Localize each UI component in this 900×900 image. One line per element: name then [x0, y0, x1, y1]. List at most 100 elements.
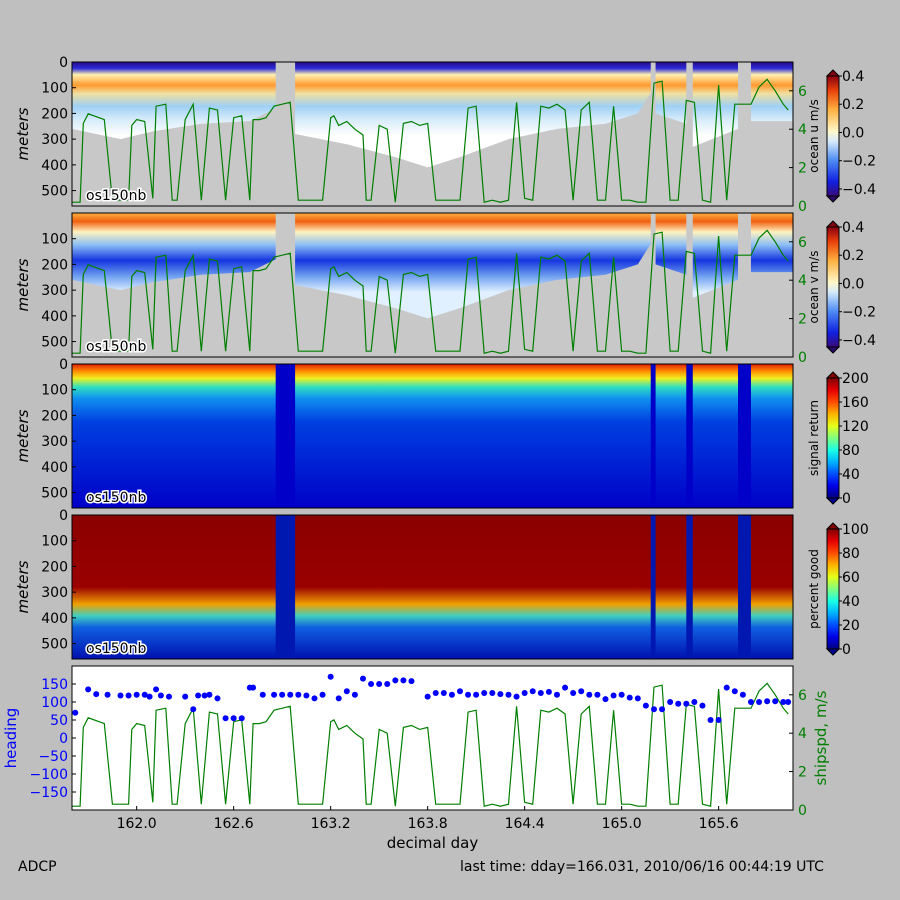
heading-point — [667, 699, 674, 705]
heading-point — [481, 690, 488, 696]
heading-point — [440, 690, 447, 696]
pg-colorbar-tick-label: 20 — [842, 618, 860, 634]
amp-colorbar-tick-label: 160 — [842, 395, 869, 411]
heading-point — [642, 702, 649, 709]
heading-point — [610, 692, 617, 699]
heading-point — [618, 691, 625, 698]
u-data-gap — [275, 62, 296, 206]
v-colorbar-tick-label: 0.4 — [842, 220, 864, 236]
pg-heatmap-field — [72, 515, 793, 659]
heading-point — [295, 691, 302, 698]
u-y-tick-label: 300 — [41, 132, 68, 148]
panel-nav: 150 100 50 0 −50 −100 −150 0 2 4 6 162.0 162.6 163.2 1… — [2, 665, 830, 852]
heading-point — [222, 715, 229, 722]
amp-y-tick-label: 0 — [59, 357, 68, 373]
u-colorbar-tick-label: 0.0 — [842, 125, 864, 141]
heading-point — [359, 675, 366, 682]
heading-point — [125, 692, 132, 699]
amp-data-gap — [275, 364, 296, 508]
heading-point — [259, 691, 266, 698]
v-colorbar-tick-label: 0.2 — [842, 248, 864, 264]
heading-point — [634, 695, 641, 702]
heading-point — [250, 684, 257, 691]
v-y-axis-label: meters — [14, 258, 32, 311]
v-y-tick-label: 500 — [41, 335, 68, 351]
heading-point — [195, 692, 202, 699]
heading-point — [157, 692, 164, 699]
heading-point — [182, 693, 189, 700]
u-data-gap — [650, 62, 656, 206]
amp-y-tick-label: 100 — [41, 383, 68, 399]
heading-point — [731, 688, 738, 695]
nav-x-tick-label: 163.8 — [408, 816, 448, 832]
u-data-gap — [738, 62, 751, 206]
v-colorbar-tick-label: 0.0 — [842, 276, 864, 292]
v-colorbar-top-extend — [825, 220, 841, 228]
nav-x-tick-label: 164.4 — [505, 816, 545, 832]
heading-point — [545, 688, 552, 695]
amp-instrument-label: os150nb — [86, 490, 146, 506]
u-colorbar-label: ocean u m/s — [807, 99, 821, 173]
heading-point — [602, 696, 609, 703]
heading-point — [104, 691, 111, 698]
panel-u: 0 2 4 6 0 100 200 300 400 500 meters os150nb 0.4 0.2 0… — [14, 55, 876, 215]
u-right-tick-label: 6 — [798, 84, 807, 100]
heading-point — [626, 694, 633, 701]
pg-colorbar-top-extend — [825, 522, 841, 530]
heading-point — [368, 681, 375, 687]
u-colorbar-top-extend — [825, 69, 841, 77]
u-right-tick-label: 4 — [798, 122, 807, 138]
heading-point — [279, 691, 286, 698]
amp-data-gap — [738, 364, 751, 508]
pg-data-gap — [738, 515, 751, 659]
v-colorbar-tick-label: −0.2 — [842, 305, 876, 321]
heading-point — [448, 691, 455, 698]
nav-x-tick-label: 163.2 — [311, 816, 351, 832]
pg-y-tick-label: 400 — [41, 611, 68, 627]
nav-shipspd-line — [72, 682, 789, 807]
nav-x-tick-label: 162.6 — [214, 816, 254, 832]
nav-y-axis-label: heading — [2, 708, 20, 769]
heading-point — [497, 691, 504, 698]
v-frame — [71, 212, 794, 358]
nav-y-tick-label: 150 — [41, 677, 68, 693]
pg-y-tick-label: 300 — [41, 585, 68, 601]
heading-point — [780, 699, 787, 705]
u-shipspd-line — [72, 78, 789, 203]
heading-point — [465, 691, 472, 698]
u-data-gap — [686, 62, 693, 206]
v-colorbar — [826, 226, 840, 348]
pg-y-tick-label: 100 — [41, 534, 68, 550]
heading-point — [562, 684, 569, 691]
u-colorbar-bottom-extend — [825, 195, 841, 203]
heading-point — [214, 695, 221, 702]
amp-heatmap-field — [72, 364, 793, 508]
heading-point — [351, 691, 358, 698]
pg-colorbar — [826, 528, 840, 650]
u-right-tick-label: 0 — [798, 199, 807, 215]
heading-point — [93, 691, 100, 698]
pg-instrument-label: os150nb — [86, 641, 146, 657]
pg-data-gap — [275, 515, 296, 659]
v-data-gap — [650, 213, 656, 357]
nav-right-tick-label: 6 — [798, 688, 807, 704]
amp-colorbar-tick-label: 40 — [842, 467, 860, 483]
v-data-gap — [275, 213, 296, 357]
heading-point — [747, 699, 754, 705]
pg-colorbar-tick-label: 40 — [842, 594, 860, 610]
heading-point — [473, 691, 480, 698]
pg-frame — [71, 514, 794, 660]
nav-y-tick-label: 100 — [41, 695, 68, 711]
nav-x-tick-label: 165.6 — [699, 816, 739, 832]
heading-point — [201, 692, 208, 699]
heading-point — [165, 693, 172, 700]
amp-colorbar — [826, 377, 840, 499]
u-y-tick-label: 500 — [41, 184, 68, 200]
heading-point — [303, 692, 310, 699]
heading-point — [513, 693, 520, 700]
heading-point — [456, 688, 463, 695]
v-right-tick-label: 2 — [798, 312, 807, 328]
v-y-tick-label: 400 — [41, 309, 68, 325]
heading-point — [72, 709, 79, 716]
